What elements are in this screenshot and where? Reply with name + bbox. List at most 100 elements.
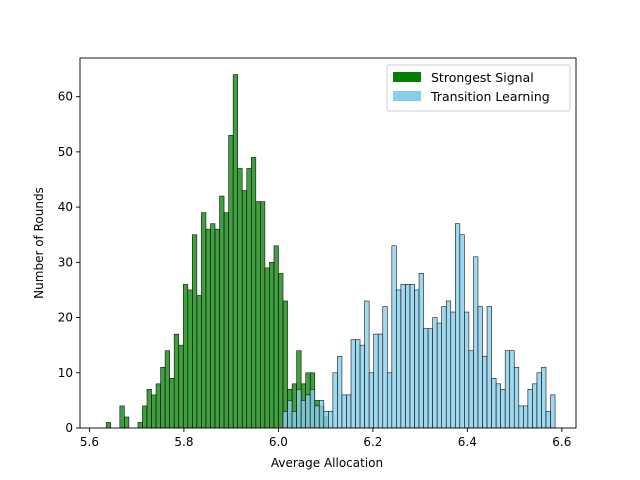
- histogram-bar: [350, 339, 356, 428]
- histogram-bar: [355, 339, 361, 428]
- histogram-bar: [550, 394, 556, 428]
- legend-swatch: [393, 91, 421, 101]
- y-tick-label: 30: [58, 255, 73, 269]
- histogram-bar: [332, 372, 338, 428]
- histogram-bar: [105, 422, 112, 428]
- histogram-bar: [427, 328, 433, 428]
- histogram-bar: [155, 383, 161, 428]
- x-tick-label: 6.0: [269, 435, 288, 449]
- histogram-bar: [173, 333, 180, 428]
- histogram-bar: [205, 228, 211, 428]
- histogram-bar: [491, 377, 497, 428]
- x-tick-label: 5.8: [174, 435, 193, 449]
- histogram-bar: [151, 394, 157, 428]
- histogram-bar: [405, 284, 411, 428]
- y-tick-label: 0: [65, 421, 73, 435]
- histogram-bar: [255, 201, 261, 428]
- histogram-bar: [445, 300, 452, 428]
- histogram-bar: [337, 355, 343, 428]
- histogram-bar: [346, 394, 352, 428]
- histogram-bar: [160, 366, 166, 428]
- histogram-bar: [314, 405, 320, 428]
- legend-swatch: [393, 72, 421, 82]
- legend-label: Strongest Signal: [431, 70, 534, 85]
- histogram-bar: [282, 300, 288, 428]
- histogram-bar: [328, 411, 334, 428]
- x-tick-label: 6.6: [552, 435, 571, 449]
- histogram-bar: [219, 195, 225, 428]
- histogram-bar: [400, 284, 406, 428]
- histogram-bar: [210, 223, 216, 428]
- histogram-bar: [473, 256, 479, 428]
- histogram-bar: [523, 405, 529, 428]
- histogram-bar: [364, 300, 370, 428]
- histogram-bar: [486, 306, 492, 428]
- histogram-bar: [250, 157, 257, 428]
- histogram-bar: [409, 284, 415, 428]
- histogram-bar: [373, 333, 379, 428]
- histogram-bar: [246, 168, 252, 428]
- histogram-bar: [201, 212, 207, 428]
- histogram-bar: [169, 377, 175, 428]
- histogram-bar: [164, 350, 170, 428]
- histogram-bar: [368, 372, 374, 428]
- histogram-bar: [495, 383, 501, 428]
- histogram-bar: [196, 295, 202, 428]
- histogram-bar: [450, 311, 456, 428]
- histogram-bar: [414, 289, 420, 428]
- histogram-bar: [241, 190, 248, 428]
- histogram-bar: [318, 400, 325, 428]
- histogram-bar: [432, 317, 438, 428]
- histogram-bar: [228, 135, 234, 428]
- y-tick-label: 60: [58, 90, 73, 104]
- histogram-bar: [541, 366, 547, 428]
- histogram-bar: [223, 212, 229, 428]
- histogram-bar: [545, 411, 551, 428]
- histogram-bar: [518, 405, 524, 428]
- histogram-bar: [278, 273, 284, 428]
- histogram-bar: [323, 411, 329, 428]
- plot-frame: [79, 57, 577, 429]
- histogram-bar: [513, 366, 520, 428]
- histogram-bar: [273, 245, 279, 428]
- legend: Strongest Signal Transition Learning: [386, 64, 571, 112]
- histogram-bar: [309, 389, 316, 428]
- histogram-bar: [504, 350, 511, 428]
- histogram-bar: [459, 234, 465, 428]
- histogram-bar: [382, 306, 388, 428]
- histogram-bar: [282, 411, 288, 428]
- y-tick-label: 10: [58, 366, 73, 380]
- histogram-bar: [237, 168, 243, 428]
- y-axis-label: Number of Rounds: [32, 187, 46, 299]
- histogram-bar: [187, 289, 193, 428]
- y-tick-label: 20: [58, 311, 73, 325]
- histogram-bar: [455, 223, 461, 428]
- legend-label: Transition Learning: [430, 89, 550, 104]
- histogram-bar: [296, 389, 302, 428]
- series-1: [282, 223, 556, 428]
- y-tick-label: 40: [58, 200, 73, 214]
- histogram-bar: [477, 306, 483, 428]
- histogram-bar: [441, 306, 447, 428]
- histogram-bar: [468, 350, 474, 428]
- histogram-bar: [418, 273, 424, 428]
- histogram-bar: [264, 267, 270, 428]
- histogram-bar: [269, 262, 275, 428]
- histogram-bar: [287, 400, 293, 428]
- histogram-bar: [359, 344, 365, 428]
- x-axis-label: Average Allocation: [271, 456, 383, 470]
- axes-layer: 5.6 5.8 6.0 6.2 6.4 6.6 0 10 20 30 40 50 60: [58, 57, 577, 449]
- histogram-bar: [377, 333, 384, 428]
- histogram-bar: [192, 234, 198, 428]
- x-tick-label: 5.6: [80, 435, 99, 449]
- histogram-bar: [178, 344, 184, 428]
- histogram-bar: [260, 201, 266, 428]
- x-tick-label: 6.4: [458, 435, 477, 449]
- histogram-bar: [300, 400, 306, 428]
- bars-layer: [105, 74, 556, 428]
- histogram-bar: [482, 355, 488, 428]
- histogram-bar: [423, 328, 429, 428]
- histogram-bar: [341, 394, 347, 428]
